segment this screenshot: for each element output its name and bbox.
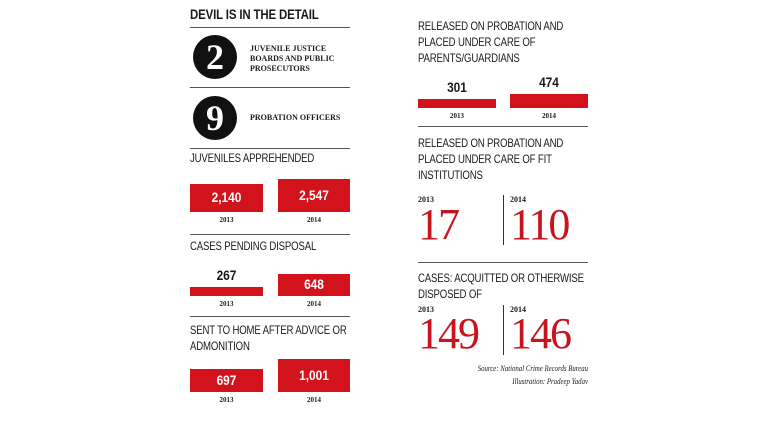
bar (278, 274, 350, 296)
year-label: 2013 (219, 396, 234, 404)
section-title: RELEASED ON PROBATION AND PLACED UNDER C… (418, 136, 564, 182)
big-number: 149 (418, 309, 480, 358)
section-title: JUVENILES APPREHENDED (190, 151, 315, 165)
title: DEVIL IS IN THE DETAIL (190, 6, 319, 22)
section-title: SENT TO HOME AFTER ADVICE OR ADMONITION (190, 323, 347, 353)
year-label: 2013 (418, 305, 434, 314)
bar-label: 474 (539, 74, 559, 90)
divider (418, 126, 588, 127)
section-title: RELEASED ON PROBATION AND PLACED UNDER C… (418, 19, 564, 65)
year-label: 2014 (307, 216, 321, 224)
year-label: 2014 (510, 195, 526, 204)
bar-label: 301 (447, 79, 467, 96)
bar-label: 648 (304, 276, 324, 292)
credit: Illustration: Pradeep Yadav (512, 377, 588, 386)
divider (190, 234, 350, 235)
year-label: 2014 (510, 305, 526, 314)
stat-label: JUVENILE JUSTICE BOARDS AND PUBLIC PROSE… (250, 44, 335, 73)
divider (190, 148, 350, 149)
bar-label: 697 (216, 371, 237, 388)
divider (418, 262, 588, 263)
big-number: 17 (418, 200, 460, 249)
divider (190, 87, 350, 88)
stat-number: 9 (193, 96, 237, 140)
divider (503, 195, 504, 245)
bar-label: 2,140 (211, 189, 242, 206)
source: Source: National Crime Records Bureau (477, 364, 588, 373)
section-title: CASES: ACQUITTED OR OTHERWISE DISPOSED O… (418, 271, 584, 301)
bar (278, 359, 350, 392)
bar-label: 267 (216, 266, 237, 283)
section-title: CASES PENDING DISPOSAL (190, 239, 317, 253)
bar-label: 1,001 (299, 366, 329, 383)
year-label: 2013 (219, 216, 234, 224)
bar-label: 2,547 (299, 186, 329, 203)
divider (190, 316, 350, 317)
big-number: 110 (510, 200, 570, 249)
bar (418, 99, 496, 108)
big-number: 146 (510, 309, 572, 358)
divider (503, 305, 504, 355)
bar (278, 179, 350, 212)
year-label: 2013 (219, 300, 234, 308)
year-label: 2014 (307, 300, 321, 308)
stat-number: 2 (193, 35, 237, 79)
year-label: 2013 (418, 195, 434, 204)
year-label: 2013 (450, 112, 464, 120)
bar (190, 184, 263, 212)
divider (190, 27, 350, 28)
year-label: 2014 (542, 112, 556, 120)
stat-label: PROBATION OFFICERS (250, 113, 341, 122)
bar (190, 286, 263, 296)
bar (510, 94, 588, 108)
bar (190, 369, 263, 392)
year-label: 2014 (307, 396, 321, 404)
